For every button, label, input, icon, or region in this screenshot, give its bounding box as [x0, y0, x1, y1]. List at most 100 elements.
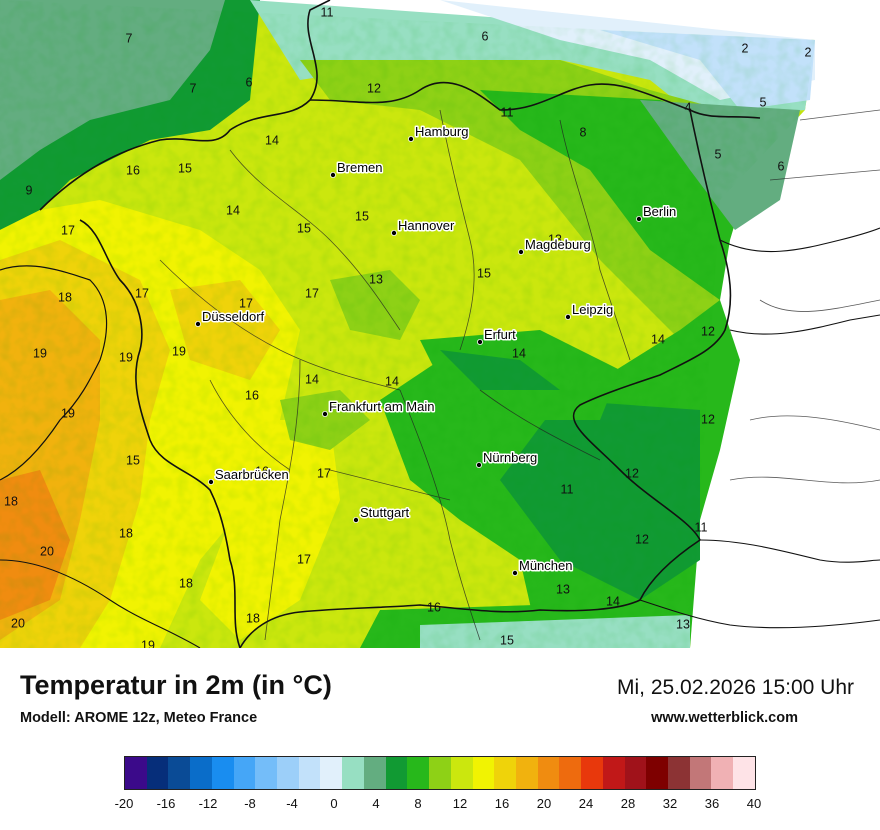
- city-label: Berlin: [643, 204, 676, 219]
- city-label: Düsseldorf: [202, 309, 265, 324]
- temperature-value: 14: [606, 594, 620, 608]
- color-scale-tick: 32: [662, 796, 678, 811]
- city-marker: München: [512, 557, 574, 577]
- color-scale-swatch: [646, 757, 668, 789]
- color-scale-swatch: [602, 757, 625, 789]
- temperature-value: 17: [239, 296, 253, 310]
- temperature-value: 15: [477, 266, 491, 280]
- temperature-value: 9: [26, 183, 33, 197]
- map-title: Temperatur in 2m (in °C): [20, 670, 332, 700]
- color-scale-swatch: [711, 757, 734, 789]
- city-dot: [194, 320, 201, 327]
- city-dot: [329, 171, 336, 178]
- temperature-value: 19: [141, 638, 155, 648]
- color-scale-swatch: [190, 757, 212, 789]
- temperature-value: 12: [625, 466, 639, 480]
- color-scale-swatch: [342, 757, 364, 789]
- temperature-value: 6: [482, 29, 489, 43]
- city-dot: [352, 517, 359, 524]
- temperature-value: 16: [245, 388, 259, 402]
- city-label: Stuttgart: [360, 505, 410, 520]
- color-scale-swatch: [255, 757, 278, 789]
- color-scale-swatch: [429, 757, 451, 789]
- temperature-value: 11: [321, 5, 334, 19]
- temperature-value: 19: [172, 344, 186, 358]
- temperature-value: 12: [635, 532, 649, 546]
- color-scale-swatch: [168, 757, 191, 789]
- temperature-value: 17: [135, 286, 149, 300]
- temperature-value: 15: [178, 161, 192, 175]
- city-dot: [207, 478, 214, 485]
- city-marker: Hannover: [390, 217, 457, 236]
- temperature-value: 14: [512, 346, 526, 360]
- color-scale-bar: [124, 756, 756, 790]
- city-marker: Bremen: [329, 159, 384, 178]
- temperature-value: 2: [805, 45, 812, 59]
- color-scale-swatch: [472, 757, 495, 789]
- color-scale-swatch: [125, 757, 147, 789]
- temperature-value: 15: [297, 221, 311, 235]
- city-dot: [475, 461, 482, 468]
- city-marker: Berlin: [636, 203, 678, 222]
- temperature-value: 13: [369, 272, 383, 286]
- temperature-value: 15: [355, 209, 369, 223]
- temperature-value: 13: [556, 582, 570, 596]
- city-label: Frankfurt am Main: [329, 399, 434, 414]
- color-scale-tick: 16: [494, 796, 510, 811]
- temperature-value: 16: [427, 600, 441, 614]
- temperature-value: 14: [305, 372, 319, 386]
- city-label: Hannover: [398, 218, 455, 233]
- color-scale-swatch: [233, 757, 256, 789]
- temperature-value: 19: [61, 406, 75, 420]
- temperature-value: 19: [119, 350, 133, 364]
- color-scale-swatch: [733, 757, 755, 789]
- temperature-value: 5: [760, 95, 767, 109]
- color-scale-tick: -12: [198, 796, 218, 811]
- city-marker: Leipzig: [565, 301, 615, 320]
- city-label: Leipzig: [572, 302, 613, 317]
- state-borders: [159, 109, 880, 641]
- color-scale-swatch: [450, 757, 473, 789]
- city-dot: [512, 570, 519, 577]
- city-dot: [476, 338, 483, 345]
- color-scale-swatch: [277, 757, 299, 789]
- color-scale-swatch: [689, 757, 712, 789]
- city-dot: [518, 248, 525, 255]
- color-scale-tick: 28: [620, 796, 636, 811]
- map-footer: Temperatur in 2m (in °C) Modell: AROME 1…: [0, 648, 880, 830]
- color-scale-swatch: [667, 757, 690, 789]
- color-scale-swatch: [320, 757, 343, 789]
- temperature-value: 13: [548, 232, 562, 246]
- temperature-value: 18: [4, 494, 18, 508]
- color-scale-swatch: [581, 757, 603, 789]
- temperature-value: 11: [695, 520, 708, 534]
- temperature-value: 8: [580, 125, 587, 139]
- city-markers: Hamburg Bremen Berlin Hannover Magdeburg Leip…: [194, 123, 678, 577]
- temperature-value: 17: [305, 286, 319, 300]
- city-marker: Düsseldorf: [194, 308, 266, 327]
- country-borders: [0, 0, 880, 648]
- temperature-value: 4: [685, 100, 692, 114]
- city-label: Nürnberg: [483, 450, 537, 465]
- city-label: Bremen: [337, 160, 383, 175]
- temperature-value: 18: [246, 611, 260, 625]
- color-scale-tick: -8: [244, 796, 256, 811]
- city-label: Hamburg: [415, 124, 468, 139]
- temperature-value: 7: [190, 81, 197, 95]
- temperature-value: 6: [246, 75, 253, 89]
- color-scale-tick: 20: [536, 796, 552, 811]
- temperature-value: 16: [126, 163, 140, 177]
- city-marker: Magdeburg: [518, 236, 592, 255]
- temperature-value: 14: [651, 332, 665, 346]
- color-scale-swatch: [559, 757, 582, 789]
- color-scale-swatch: [407, 757, 430, 789]
- temperature-values: 11 7 6 2 2 6 7 12 5 4 11 8 14 5 16 15 6 9 14 15 15 17 13 15 13 17…: [4, 5, 811, 648]
- temperature-value: 16: [255, 464, 269, 478]
- website-link[interactable]: www.wetterblick.com: [651, 710, 798, 726]
- color-scale-swatch: [515, 757, 538, 789]
- temperature-value: 20: [11, 616, 25, 630]
- city-dot: [636, 215, 643, 222]
- temperature-value: 13: [676, 617, 690, 631]
- temperature-value: 14: [226, 203, 240, 217]
- temperature-value: 14: [385, 374, 399, 388]
